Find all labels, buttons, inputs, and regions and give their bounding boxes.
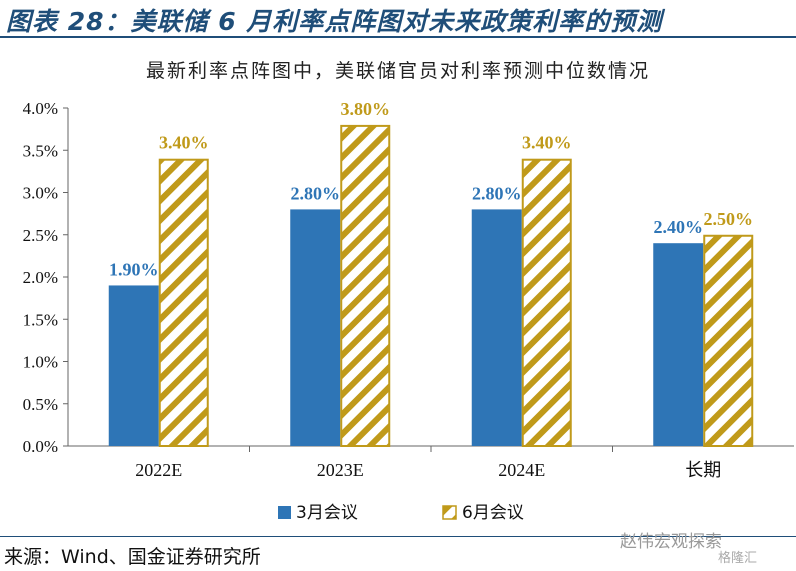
bar-series-6月会议: [158, 158, 209, 447]
y-tick-label: 2.0%: [23, 268, 58, 287]
bar-series-6月会议: [703, 234, 754, 447]
y-tick-label: 4.0%: [23, 99, 58, 118]
bar-series-3月会议: [290, 209, 341, 446]
data-label-3月会议: 2.40%: [654, 217, 704, 237]
data-label-3月会议: 2.80%: [472, 183, 522, 203]
x-tick-label: 2024E: [498, 460, 545, 480]
x-tick-label: 长期: [685, 460, 721, 480]
legend-label-6月会议: 6月会议: [462, 503, 524, 523]
legend-swatch-6月会议: [442, 505, 457, 520]
y-tick-label: 1.5%: [23, 310, 58, 329]
bar-series-6月会议: [340, 124, 391, 448]
bar-series-3月会议: [653, 243, 704, 446]
watermark-text: 赵伟宏观探索: [620, 532, 722, 552]
title-rule: [0, 36, 796, 38]
y-tick-label: 0.0%: [23, 437, 58, 456]
bar-series-3月会议: [108, 285, 159, 446]
figure-title: 图表 28：美联储 6 月利率点阵图对未来政策利率的预测: [6, 7, 663, 36]
data-label-6月会议: 2.50%: [704, 209, 754, 229]
y-tick-label: 3.5%: [23, 141, 58, 160]
x-tick-label: 2022E: [135, 460, 182, 480]
x-tick-label: 2023E: [317, 460, 364, 480]
data-label-3月会议: 1.90%: [109, 259, 159, 279]
data-label-6月会议: 3.80%: [341, 99, 391, 119]
legend-label-3月会议: 3月会议: [296, 503, 358, 523]
bar-series-6月会议: [521, 158, 572, 447]
data-label-6月会议: 3.40%: [159, 133, 209, 153]
legend-swatch-3月会议: [278, 506, 291, 519]
chart-title: 最新利率点阵图中，美联储官员对利率预测中位数情况: [145, 60, 650, 82]
watermark-logo-text: 格隆汇: [718, 551, 758, 566]
y-tick-label: 1.0%: [23, 353, 58, 372]
source-note: 来源：Wind、国金证券研究所: [4, 546, 261, 568]
data-label-3月会议: 2.80%: [291, 183, 341, 203]
y-tick-label: 0.5%: [23, 395, 58, 414]
bottom-rule: [0, 536, 796, 537]
y-tick-label: 3.0%: [23, 184, 58, 203]
y-tick-label: 2.5%: [23, 226, 58, 245]
data-label-6月会议: 3.40%: [522, 133, 572, 153]
bar-series-3月会议: [471, 209, 522, 446]
